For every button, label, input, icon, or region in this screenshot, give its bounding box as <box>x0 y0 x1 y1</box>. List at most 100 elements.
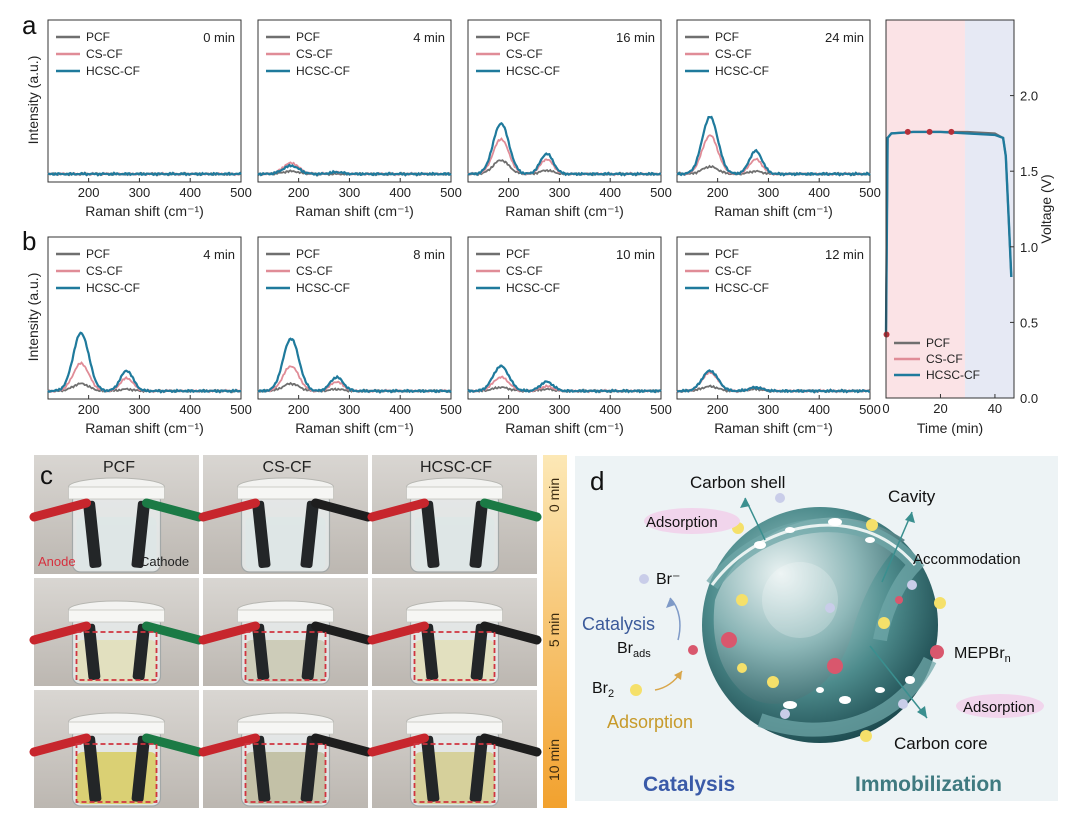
series-line-hcsc-cf <box>676 369 870 394</box>
legend-label-pcf: PCF <box>715 247 739 261</box>
row-b-ylabel: Intensity (a.u.) <box>25 273 41 362</box>
raman-chart-a-0min: 200 300 400 500 Raman shift (cm⁻¹) 0 min PCF CS… <box>47 19 252 219</box>
x-tick-label: 500 <box>230 185 252 200</box>
dashed-highlight <box>413 631 496 681</box>
voltage-chart: 0.0 0.5 1.0 1.5 2.0 0 20 40 Time (min) Voltage (V… <box>882 19 1054 436</box>
time-label: 4 min <box>413 30 445 45</box>
x-tick-label: 200 <box>288 402 310 417</box>
br2-dot <box>630 684 642 696</box>
time-label: 12 min <box>825 247 864 262</box>
legend-label-cs-cf: CS-CF <box>86 264 123 278</box>
x-tick-label: 500 <box>650 402 672 417</box>
x-axis-label: Raman shift (cm⁻¹) <box>505 203 624 219</box>
catalysis-label: Catalysis <box>582 614 655 634</box>
legend-label-hcsc-cf: HCSC-CF <box>296 281 350 295</box>
y-tick-label: 1.0 <box>1020 240 1038 255</box>
x-tick-label: 500 <box>440 402 462 417</box>
plot-area <box>467 19 662 183</box>
x-tick-label: 200 <box>78 402 100 417</box>
x-tick-label: 200 <box>498 402 520 417</box>
raman-chart-a-24min: 200 300 400 500 Raman shift (cm⁻¹) 24 min PCF C… <box>676 19 881 219</box>
legend-label-cs-cf: CS-CF <box>506 264 543 278</box>
panel-c: 0 min 5 min 10 min c PCF CS-CF HCSC-CF A… <box>29 455 567 808</box>
x-tick-label: 300 <box>339 185 361 200</box>
x-tick-label: 300 <box>129 185 151 200</box>
x-tick-label: 400 <box>179 185 201 200</box>
carbon-shell-label: Carbon shell <box>690 473 785 492</box>
panel-d: d <box>575 456 1058 801</box>
time-label: 0 min <box>203 30 235 45</box>
x-tick-label: 500 <box>859 185 881 200</box>
legend-label-pcf: PCF <box>86 247 110 261</box>
plot-area <box>676 19 871 183</box>
x-axis-label: Raman shift (cm⁻¹) <box>295 203 414 219</box>
legend-label-cs-cf: CS-CF <box>715 47 752 61</box>
row-a-ylabel: Intensity (a.u.) <box>25 56 41 145</box>
legend-label-pcf: PCF <box>86 30 110 44</box>
legend-label-cs-cf: CS-CF <box>926 352 963 366</box>
immobilization-bottom-label: Immobilization <box>855 773 1002 796</box>
legend-label-hcsc-cf: HCSC-CF <box>296 64 350 78</box>
x-tick-label: 300 <box>758 402 780 417</box>
x-tick-label: 300 <box>129 402 151 417</box>
panel-label-a: a <box>22 10 37 40</box>
legend-label-pcf: PCF <box>506 30 530 44</box>
mepbr-dot <box>930 645 944 659</box>
legend-label-cs-cf: CS-CF <box>86 47 123 61</box>
cell-photo <box>29 690 204 808</box>
sampling-marker <box>948 128 955 135</box>
y-axis-label: Voltage (V) <box>1038 174 1054 243</box>
x-axis-label: Raman shift (cm⁻¹) <box>714 420 833 436</box>
x-tick-label: 400 <box>599 402 621 417</box>
dashed-highlight <box>413 743 496 803</box>
legend-label-hcsc-cf: HCSC-CF <box>506 64 560 78</box>
br-minus-dot <box>639 574 649 584</box>
x-tick-label: 20 <box>933 401 947 416</box>
raman-chart-a-4min: 200 300 400 500 Raman shift (cm⁻¹) 4 min PCF CS… <box>257 19 462 219</box>
x-tick-label: 400 <box>389 402 411 417</box>
series-line-hcsc-cf <box>467 121 662 177</box>
br-ads-label: Brads <box>617 640 651 660</box>
legend-label-hcsc-cf: HCSC-CF <box>926 368 980 382</box>
legend-label-pcf: PCF <box>926 336 950 350</box>
x-tick-label: 300 <box>549 402 571 417</box>
x-tick-label: 500 <box>230 402 252 417</box>
time-label: 24 min <box>825 30 864 45</box>
series-line-hcsc-cf <box>257 163 452 177</box>
series-line-hcsc-cf <box>47 331 242 394</box>
dashed-highlight <box>75 743 158 803</box>
legend-label-cs-cf: CS-CF <box>506 47 543 61</box>
x-axis-label: Raman shift (cm⁻¹) <box>85 420 204 436</box>
legend-label-pcf: PCF <box>296 247 320 261</box>
cavity-label: Cavity <box>888 487 936 506</box>
hollow-carbon-sphere <box>702 493 946 743</box>
x-axis-label: Raman shift (cm⁻¹) <box>85 203 204 219</box>
cell-photo <box>367 455 542 574</box>
mepbr-label: MEPBrn <box>954 645 1011 665</box>
panel-label-c: c <box>40 460 53 490</box>
x-tick-label: 40 <box>988 401 1002 416</box>
x-tick-label: 500 <box>859 402 881 417</box>
x-axis-label: Raman shift (cm⁻¹) <box>714 203 833 219</box>
x-tick-label: 200 <box>707 402 729 417</box>
legend-label-cs-cf: CS-CF <box>715 264 752 278</box>
x-tick-label: 300 <box>339 402 361 417</box>
x-tick-label: 200 <box>498 185 520 200</box>
raman-chart-b-4min: 200 300 400 500 Raman shift (cm⁻¹) 4 min PCF CS… <box>47 236 252 436</box>
time-bar <box>543 455 567 808</box>
cell-photo <box>198 455 373 574</box>
adsorption-label-bottom: Adsorption <box>963 699 1035 716</box>
cell-photo <box>198 690 373 808</box>
time-region-pink <box>886 20 965 398</box>
adsorption-label-yellow: Adsorption <box>607 712 693 732</box>
y-tick-label: 0.0 <box>1020 391 1038 406</box>
cell-photo <box>367 690 542 808</box>
raman-chart-b-10min: 200 300 400 500 Raman shift (cm⁻¹) 10 min PCF C… <box>467 236 672 436</box>
legend-label-cs-cf: CS-CF <box>296 47 333 61</box>
legend-label-hcsc-cf: HCSC-CF <box>86 281 140 295</box>
legend-label-pcf: PCF <box>506 247 530 261</box>
x-tick-label: 400 <box>389 185 411 200</box>
panel-label-b: b <box>22 226 36 256</box>
series-line-hcsc-cf <box>467 364 662 394</box>
